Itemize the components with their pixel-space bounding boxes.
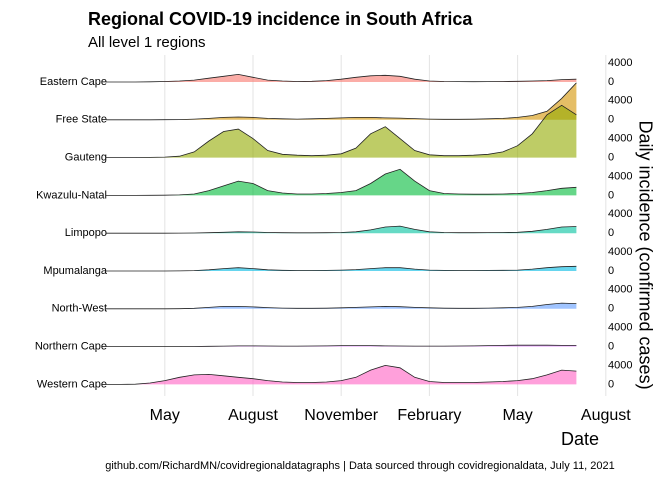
y-tick-label: 4000: [608, 170, 632, 182]
line: [106, 168, 577, 196]
y-tick-label: 0: [608, 303, 614, 315]
area: [106, 105, 577, 158]
x-tick-label: November: [304, 407, 378, 424]
caption: github.com/RichardMN/covidregionaldatagr…: [105, 460, 615, 472]
y-tick-label: 0: [608, 227, 614, 239]
series-label: Free State: [56, 114, 107, 126]
series-label: Eastern Cape: [40, 76, 107, 88]
y-axis-label: Daily incidence (confirmed cases): [635, 120, 655, 389]
series-label: Western Cape: [37, 378, 107, 390]
x-axis-label: Date: [561, 429, 599, 449]
y-tick-label: 4000: [608, 359, 632, 371]
y-tick-label: 4000: [608, 322, 632, 334]
series-label: Mpumalanga: [43, 265, 107, 277]
y-tick-label: 0: [608, 189, 614, 201]
line: [106, 82, 577, 121]
y-tick-label: 0: [608, 265, 614, 277]
line: [106, 344, 577, 347]
series-label: Northern Cape: [35, 341, 107, 353]
y-tick-label: 0: [608, 114, 614, 126]
line: [106, 73, 577, 83]
y-tick-label: 0: [608, 76, 614, 88]
x-tick-label: May: [502, 407, 532, 424]
chart-title: Regional COVID-19 incidence in South Afr…: [88, 9, 473, 29]
y-tick-label: 0: [608, 152, 614, 164]
area: [106, 169, 577, 196]
area: [106, 365, 577, 385]
x-tick-label: August: [581, 407, 631, 424]
series-label: Kwazulu-Natal: [36, 189, 107, 201]
y-tick-label: 4000: [608, 57, 632, 69]
y-tick-label: 4000: [608, 208, 632, 220]
series-label: North-West: [52, 303, 107, 315]
chart-subtitle: All level 1 regions: [88, 34, 206, 51]
x-tick-label: February: [397, 407, 461, 424]
x-tick-label: August: [228, 407, 278, 424]
area: [106, 266, 577, 271]
line: [106, 225, 577, 234]
y-tick-label: 4000: [608, 95, 632, 107]
y-tick-label: 0: [608, 341, 614, 353]
y-tick-label: 4000: [608, 284, 632, 296]
x-tick-label: May: [150, 407, 180, 424]
y-tick-label: 0: [608, 378, 614, 390]
area: [106, 226, 577, 234]
series-label: Limpopo: [65, 227, 107, 239]
area: [106, 303, 577, 309]
line: [106, 364, 577, 385]
series-label: Gauteng: [65, 152, 107, 164]
y-tick-label: 4000: [608, 246, 632, 258]
y-tick-label: 4000: [608, 133, 632, 145]
line: [106, 302, 577, 310]
line: [106, 104, 577, 158]
line: [106, 265, 577, 272]
